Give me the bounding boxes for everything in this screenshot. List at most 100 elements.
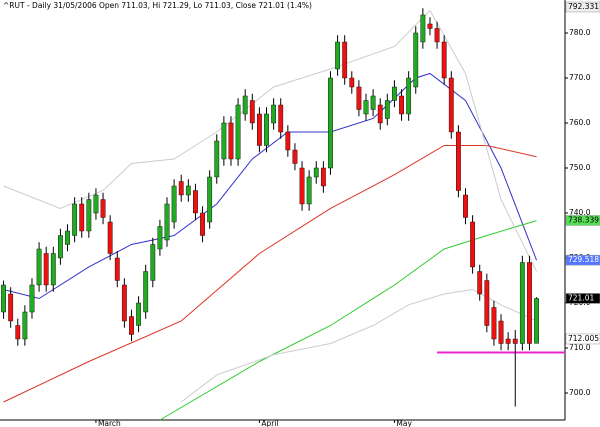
- candle-body: [242, 95, 248, 115]
- candle-body: [441, 41, 447, 79]
- candle-body: [463, 194, 468, 218]
- candle-body: [392, 86, 397, 101]
- candle-body: [320, 167, 326, 187]
- y-tick-label: 700.0: [569, 388, 591, 397]
- candle-body: [292, 149, 298, 164]
- candle-body: [278, 104, 284, 133]
- price-label-box: [565, 1, 600, 13]
- candle-body: [178, 181, 184, 196]
- candle-body: [299, 167, 305, 205]
- candle-body: [114, 257, 120, 281]
- candle-body: [79, 203, 85, 232]
- y-tick-label: 710.0: [569, 343, 591, 352]
- candle-body: [519, 262, 525, 344]
- candle-body: [221, 122, 227, 160]
- candle-body: [413, 32, 419, 88]
- price-label: 712.005: [568, 334, 599, 343]
- candle-body: [185, 185, 191, 196]
- candle-body: [164, 203, 170, 241]
- candle-body: [93, 194, 99, 214]
- y-tick-label: 760.0: [569, 118, 591, 127]
- candle-body: [1, 284, 6, 313]
- candle-body: [65, 230, 70, 245]
- candle-body: [505, 338, 511, 344]
- candle-body: [434, 28, 440, 43]
- moving-average: [3, 144, 537, 403]
- candle-body: [512, 338, 518, 344]
- candle-body: [477, 271, 483, 295]
- candle-body: [171, 185, 177, 223]
- candle-body: [384, 100, 390, 119]
- moving-average: [3, 9, 538, 272]
- candle-body: [50, 253, 56, 286]
- y-tick-label: 780.0: [569, 28, 591, 37]
- candle-body: [448, 77, 454, 133]
- x-tick-label: May: [396, 419, 412, 427]
- candle-body: [527, 262, 532, 344]
- price-label: 792.331: [568, 2, 599, 11]
- candle-body: [363, 100, 369, 115]
- price-label-box: [565, 254, 600, 266]
- candle-body: [107, 221, 113, 254]
- price-label-box: [565, 215, 600, 226]
- candle-body: [420, 14, 426, 43]
- candle-body: [271, 104, 277, 124]
- candle-body: [36, 248, 42, 286]
- candle-body: [484, 280, 490, 326]
- candle-body: [534, 298, 539, 344]
- candle-body: [136, 302, 141, 326]
- candle-body: [249, 100, 255, 124]
- candle-body: [8, 293, 14, 322]
- candle-body: [342, 41, 348, 79]
- candle-body: [228, 122, 234, 160]
- candle-body: [264, 113, 269, 146]
- candle-body: [427, 23, 433, 29]
- candle-body: [157, 226, 163, 250]
- candle-body: [100, 199, 106, 218]
- y-tick-label: 770.0: [569, 73, 591, 82]
- candle-body: [399, 95, 404, 115]
- candle-body: [193, 190, 198, 214]
- candle-body: [335, 41, 340, 70]
- candle-body: [121, 284, 127, 322]
- candle-body: [200, 212, 205, 236]
- candle-body: [29, 284, 35, 313]
- x-tick-label: April: [261, 419, 278, 427]
- price-label-box: [565, 293, 600, 304]
- price-label: 729.518: [568, 255, 599, 264]
- candle-body: [306, 176, 312, 205]
- candle-body: [214, 140, 220, 178]
- chart-title: ^RUT - Daily 31/05/2006 Open 711.03, Hi …: [3, 1, 312, 10]
- price-label: 738.339: [568, 215, 599, 224]
- candle-body: [377, 104, 383, 124]
- candle-body: [22, 311, 28, 340]
- candle-body: [349, 77, 355, 88]
- candle-body: [498, 320, 504, 344]
- price-label-box: [565, 333, 600, 345]
- candle-body: [370, 95, 376, 110]
- candle-body: [356, 86, 362, 110]
- candle-body: [328, 77, 333, 169]
- price-label: 721.01: [568, 293, 594, 302]
- candle-body: [86, 199, 92, 232]
- candle-body: [207, 176, 213, 223]
- candle-body: [129, 316, 134, 335]
- plot: [1, 8, 565, 421]
- candle-body: [15, 325, 21, 340]
- candle-body: [406, 77, 412, 115]
- candle-body: [455, 131, 461, 191]
- candle-body: [58, 235, 63, 259]
- candle-body: [235, 104, 241, 160]
- moving-average: [159, 220, 537, 421]
- candle-body: [285, 131, 291, 151]
- candle-body: [470, 221, 476, 268]
- candle-body: [256, 113, 262, 146]
- candle-body: [491, 307, 497, 340]
- y-tick-label: 750.0: [569, 163, 591, 172]
- candle-body: [43, 253, 49, 286]
- candle-body: [143, 271, 149, 313]
- y-tick-label: 740.0: [569, 208, 591, 217]
- candle-body: [150, 244, 156, 281]
